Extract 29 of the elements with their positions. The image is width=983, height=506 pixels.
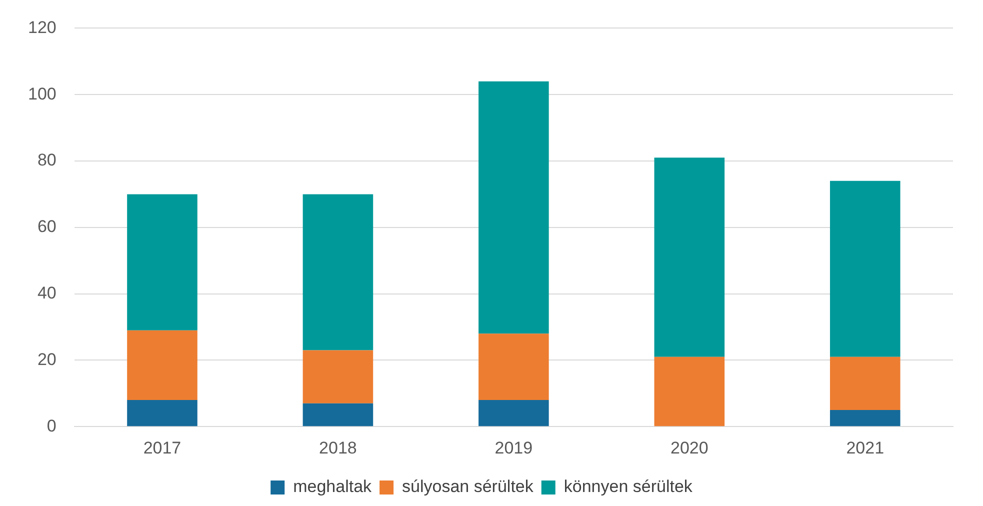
y-tick-label: 20 bbox=[37, 350, 56, 369]
y-tick-label: 80 bbox=[37, 150, 56, 170]
bar bbox=[302, 350, 374, 404]
bar bbox=[127, 330, 198, 400]
bar bbox=[830, 410, 900, 426]
bar bbox=[127, 194, 198, 330]
y-tick-label: 100 bbox=[28, 84, 56, 104]
x-tick-label: 2018 bbox=[319, 438, 357, 458]
y-tick-label: 60 bbox=[37, 217, 56, 236]
bar bbox=[478, 81, 549, 334]
legend-label: meghaltak bbox=[293, 477, 372, 496]
bar bbox=[654, 158, 725, 357]
legend-label: könnyen sérültek bbox=[564, 477, 693, 496]
bar bbox=[302, 403, 374, 426]
y-tick-label: 120 bbox=[28, 18, 56, 37]
x-tick-label: 2021 bbox=[846, 438, 884, 458]
y-tick-label: 40 bbox=[37, 283, 56, 302]
x-tick-label: 2017 bbox=[143, 438, 182, 458]
bar bbox=[127, 400, 198, 426]
bar bbox=[302, 194, 374, 350]
legend-label: súlyosan sérültek bbox=[402, 477, 534, 496]
x-tick-label: 2019 bbox=[494, 438, 533, 458]
x-tick-label: 2020 bbox=[670, 438, 708, 458]
y-tick-label: 0 bbox=[46, 416, 56, 436]
bar bbox=[654, 356, 725, 426]
bar bbox=[478, 334, 549, 400]
bar bbox=[830, 180, 900, 357]
bar bbox=[478, 400, 549, 426]
bar bbox=[830, 356, 900, 410]
